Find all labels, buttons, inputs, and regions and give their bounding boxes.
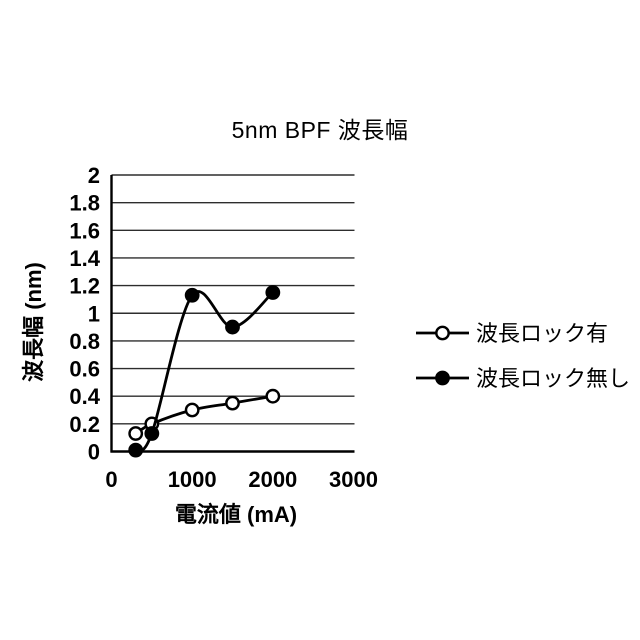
y-tick-label: 1.2 <box>69 274 100 299</box>
x-axis-label: 電流値 (mA) <box>174 502 298 527</box>
y-tick-label: 0.4 <box>69 384 100 409</box>
y-tick-label: 1.4 <box>69 246 100 271</box>
filled-circle-marker <box>184 287 200 303</box>
open-circle-marker <box>184 402 200 418</box>
filled-circle-marker <box>144 426 160 441</box>
open-circle-marker <box>225 395 240 411</box>
legend-label: 波長ロック無し <box>476 366 630 391</box>
y-tick-label: 1.6 <box>69 218 100 243</box>
legend-item: 波長ロック有 <box>416 321 608 346</box>
y-tick-label: 0.6 <box>69 357 100 382</box>
filled-circle-marker <box>225 319 240 335</box>
y-tick-label: 1.8 <box>69 191 100 216</box>
x-tick-label: 1000 <box>168 467 217 492</box>
y-tick-label: 1 <box>88 301 100 326</box>
filled-circle-marker <box>128 442 144 458</box>
legend-open-circle-marker <box>435 325 450 341</box>
open-circle-marker <box>265 388 281 404</box>
y-tick-label: 0.8 <box>69 329 100 354</box>
chart-title: 5nm BPF 波長幅 <box>231 117 409 143</box>
x-tick-label: 0 <box>105 467 117 492</box>
y-tick-label: 0 <box>88 440 100 465</box>
legend-filled-circle-marker <box>435 370 450 386</box>
legend-label: 波長ロック有 <box>476 321 608 346</box>
y-tick-label: 2 <box>88 163 100 188</box>
x-tick-label: 3000 <box>329 467 378 492</box>
open-circle-marker <box>128 426 144 441</box>
legend-item: 波長ロック無し <box>416 366 630 391</box>
filled-circle-marker <box>265 285 281 300</box>
y-tick-label: 0.2 <box>69 412 100 437</box>
x-tick-label: 2000 <box>248 467 297 492</box>
